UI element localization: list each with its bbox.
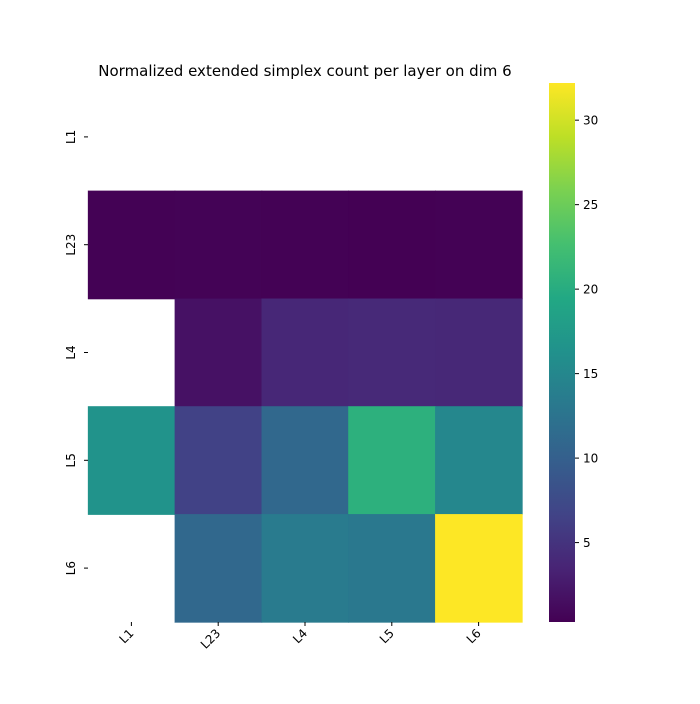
heatmap-cell-l6-l4 xyxy=(261,514,350,623)
heatmap-cell-l4-l6 xyxy=(435,298,523,408)
y-tick-label: L1 xyxy=(64,130,78,144)
colorbar-tick-label: 5 xyxy=(583,536,591,550)
heatmap-cell-l4-l4 xyxy=(261,298,350,408)
heatmap-cell-l6-l6 xyxy=(435,514,523,623)
x-tick-label: L5 xyxy=(377,626,397,646)
heatmap-cell-l5-l6 xyxy=(435,406,523,515)
y-axis: L1 L23 L4 L5 L6 xyxy=(64,130,88,575)
heatmap-cell-l23-l1 xyxy=(87,190,176,300)
x-axis: L1 L23 L4 L5 L6 xyxy=(116,622,484,652)
x-tick-label: L4 xyxy=(290,626,310,646)
heatmap-cell-l4-l23 xyxy=(174,298,263,408)
heatmap-cell-l23-l4 xyxy=(261,190,350,300)
heatmap-cell-l23-l23 xyxy=(174,190,263,300)
colorbar-gradient xyxy=(549,83,575,622)
heatmap-cell-l5-l5 xyxy=(348,406,436,515)
heatmap-cell-l5-l1 xyxy=(87,406,176,515)
y-tick-label: L4 xyxy=(64,345,78,359)
x-tick-label: L6 xyxy=(464,626,484,646)
y-tick-label: L5 xyxy=(64,453,78,467)
colorbar-tick-label: 30 xyxy=(583,114,598,128)
heatmap-cell-l5-l23 xyxy=(174,406,263,515)
x-tick-label: L1 xyxy=(116,626,136,646)
y-tick-label: L6 xyxy=(64,561,78,575)
colorbar-tick-label: 15 xyxy=(583,367,598,381)
heatmap-cell-l23-l6 xyxy=(435,190,523,300)
heatmap-cell-l5-l4 xyxy=(261,406,350,515)
x-tick-label: L23 xyxy=(198,626,223,651)
colorbar-tick-label: 25 xyxy=(583,198,598,212)
heatmap-cell-l6-l23 xyxy=(174,514,263,623)
y-tick-label: L23 xyxy=(64,234,78,256)
chart-title: Normalized extended simplex count per la… xyxy=(98,62,511,80)
heatmap-cell-l23-l5 xyxy=(348,190,436,300)
colorbar: 5 10 15 20 25 30 xyxy=(549,83,598,622)
colorbar-tick-label: 20 xyxy=(583,283,598,297)
heatmap-cell-l4-l5 xyxy=(348,298,436,408)
heatmap-cells xyxy=(87,190,523,623)
colorbar-tick-label: 10 xyxy=(583,452,598,466)
heatmap-cell-l6-l5 xyxy=(348,514,436,623)
